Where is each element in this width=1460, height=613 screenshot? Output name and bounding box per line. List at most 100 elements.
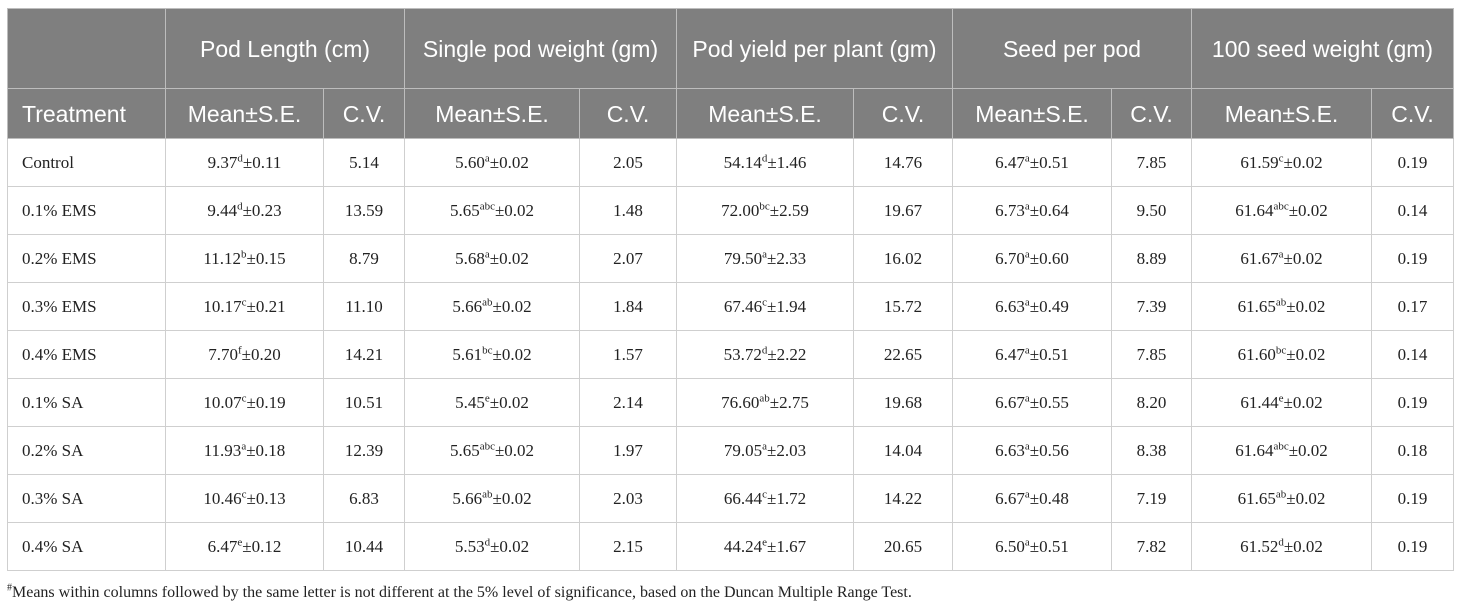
mean-se-cell: 9.44d±0.23 xyxy=(165,186,324,235)
significance-letter: d xyxy=(761,151,768,164)
footnote-marker: # xyxy=(7,582,12,594)
standard-error-value: ±0.19 xyxy=(246,392,286,412)
standard-error-value: ±0.55 xyxy=(1029,392,1069,412)
treatment-cell: Control xyxy=(7,138,166,187)
group-header-single-pod-weight: Single pod weight (gm) xyxy=(403,8,678,89)
significance-letter: a xyxy=(1024,199,1030,212)
standard-error-value: ±0.18 xyxy=(246,440,286,460)
cv-cell: 5.14 xyxy=(323,138,405,187)
significance-letter: ab xyxy=(482,295,493,308)
cv-cell: 0.19 xyxy=(1371,378,1455,427)
significance-letter: e xyxy=(762,535,768,548)
cv-cell: 0.19 xyxy=(1371,138,1455,187)
cv-cell: 1.97 xyxy=(578,426,678,475)
mean-value: 6.70 xyxy=(995,248,1025,268)
cv-cell: 0.17 xyxy=(1371,282,1455,331)
cv-cell: 2.03 xyxy=(578,474,678,523)
significance-letter: bc xyxy=(759,199,770,212)
table-row: 0.4% SA 6.47e±0.12 10.44 5.53d±0.02 2.15 44.2… xyxy=(7,522,1455,571)
significance-letter: e xyxy=(237,535,243,548)
cv-cell: 0.14 xyxy=(1371,330,1455,379)
table-row: 0.1% SA 10.07c±0.19 10.51 5.45e±0.02 2.14 76.… xyxy=(7,378,1455,427)
mean-value: 44.24 xyxy=(723,536,763,556)
mean-value: 5.68 xyxy=(455,248,485,268)
standard-error-value: ±0.02 xyxy=(1283,248,1323,268)
standard-error-value: ±1.46 xyxy=(767,152,807,172)
mean-se-cell: 6.67a±0.48 xyxy=(952,474,1113,523)
table-row: Control 9.37d±0.11 5.14 5.60a±0.02 2.05 54.14… xyxy=(7,138,1455,187)
mean-se-cell: 6.67a±0.55 xyxy=(952,378,1113,427)
treatment-cell: 0.3% EMS xyxy=(7,282,166,331)
mean-value: 6.47 xyxy=(995,152,1025,172)
cv-cell: 14.21 xyxy=(323,330,405,379)
mean-se-cell: 61.64abc±0.02 xyxy=(1191,426,1373,475)
mean-value: 5.66 xyxy=(452,296,483,316)
mean-se-cell: 6.47a±0.51 xyxy=(952,138,1113,187)
mean-se-cell: 61.65ab±0.02 xyxy=(1191,474,1373,523)
table-body: Control 9.37d±0.11 5.14 5.60a±0.02 2.05 54.14… xyxy=(7,138,1455,571)
mean-se-cell: 11.93a±0.18 xyxy=(165,426,324,475)
standard-error-value: ±0.02 xyxy=(490,536,530,556)
mean-se-header: Mean±S.E. xyxy=(952,88,1113,139)
significance-letter: abc xyxy=(479,199,495,212)
standard-error-value: ±0.02 xyxy=(489,152,529,172)
mean-se-cell: 5.66ab±0.02 xyxy=(404,282,580,331)
cv-cell: 12.39 xyxy=(323,426,405,475)
mean-se-cell: 5.53d±0.02 xyxy=(404,522,580,571)
significance-letter: d xyxy=(237,199,243,212)
mean-se-cell: 67.46c±1.94 xyxy=(676,282,855,331)
table-row: 0.2% EMS 11.12b±0.15 8.79 5.68a±0.02 2.07 79.… xyxy=(7,234,1455,283)
mean-value: 11.12 xyxy=(203,248,242,268)
standard-error-value: ±2.03 xyxy=(767,440,807,460)
results-table: Pod Length (cm) Single pod weight (gm) P… xyxy=(7,8,1455,571)
standard-error-value: ±0.48 xyxy=(1029,488,1069,508)
mean-se-cell: 5.45e±0.02 xyxy=(404,378,580,427)
mean-se-cell: 54.14d±1.46 xyxy=(676,138,855,187)
mean-value: 6.73 xyxy=(995,200,1025,220)
mean-value: 61.64 xyxy=(1235,200,1274,220)
mean-se-cell: 10.07c±0.19 xyxy=(165,378,324,427)
mean-se-cell: 10.17c±0.21 xyxy=(165,282,324,331)
cv-cell: 8.20 xyxy=(1111,378,1193,427)
cv-cell: 8.38 xyxy=(1111,426,1193,475)
mean-se-cell: 9.37d±0.11 xyxy=(165,138,324,187)
significance-letter: a xyxy=(484,151,490,164)
standard-error-value: ±0.02 xyxy=(1283,152,1323,172)
cv-cell: 14.76 xyxy=(853,138,954,187)
standard-error-value: ±0.49 xyxy=(1029,296,1069,316)
mean-value: 9.44 xyxy=(207,200,238,220)
significance-letter: c xyxy=(762,487,768,500)
significance-letter: c xyxy=(241,487,247,500)
significance-letter: a xyxy=(1024,487,1030,500)
standard-error-value: ±2.33 xyxy=(767,248,807,268)
cv-header: C.V. xyxy=(1371,88,1455,139)
mean-se-cell: 79.05a±2.03 xyxy=(676,426,855,475)
mean-se-cell: 61.44e±0.02 xyxy=(1191,378,1373,427)
mean-value: 61.44 xyxy=(1240,392,1279,412)
cv-cell: 0.18 xyxy=(1371,426,1455,475)
mean-se-cell: 6.63a±0.49 xyxy=(952,282,1113,331)
significance-letter: c xyxy=(1278,151,1284,164)
cv-cell: 7.82 xyxy=(1111,522,1193,571)
treatment-cell: 0.2% EMS xyxy=(7,234,166,283)
standard-error-value: ±1.94 xyxy=(767,296,807,316)
mean-se-header: Mean±S.E. xyxy=(165,88,324,139)
mean-value: 79.50 xyxy=(723,248,763,268)
standard-error-value: ±0.02 xyxy=(1286,344,1326,364)
mean-se-cell: 6.70a±0.60 xyxy=(952,234,1113,283)
mean-se-header: Mean±S.E. xyxy=(1191,88,1373,139)
treatment-cell: 0.4% EMS xyxy=(7,330,166,379)
significance-letter: a xyxy=(1024,295,1030,308)
significance-letter: a xyxy=(1024,343,1030,356)
standard-error-value: ±0.02 xyxy=(492,296,532,316)
treatment-header: Treatment xyxy=(7,88,166,139)
mean-se-cell: 5.68a±0.02 xyxy=(404,234,580,283)
standard-error-value: ±0.02 xyxy=(489,392,529,412)
mean-value: 10.46 xyxy=(203,488,242,508)
group-header-pod-yield: Pod yield per plant (gm) xyxy=(676,8,954,89)
significance-letter: a xyxy=(762,439,768,452)
cv-header: C.V. xyxy=(1111,88,1193,139)
cv-cell: 2.15 xyxy=(578,522,678,571)
mean-se-cell: 61.64abc±0.02 xyxy=(1191,186,1373,235)
significance-letter: ab xyxy=(482,487,493,500)
